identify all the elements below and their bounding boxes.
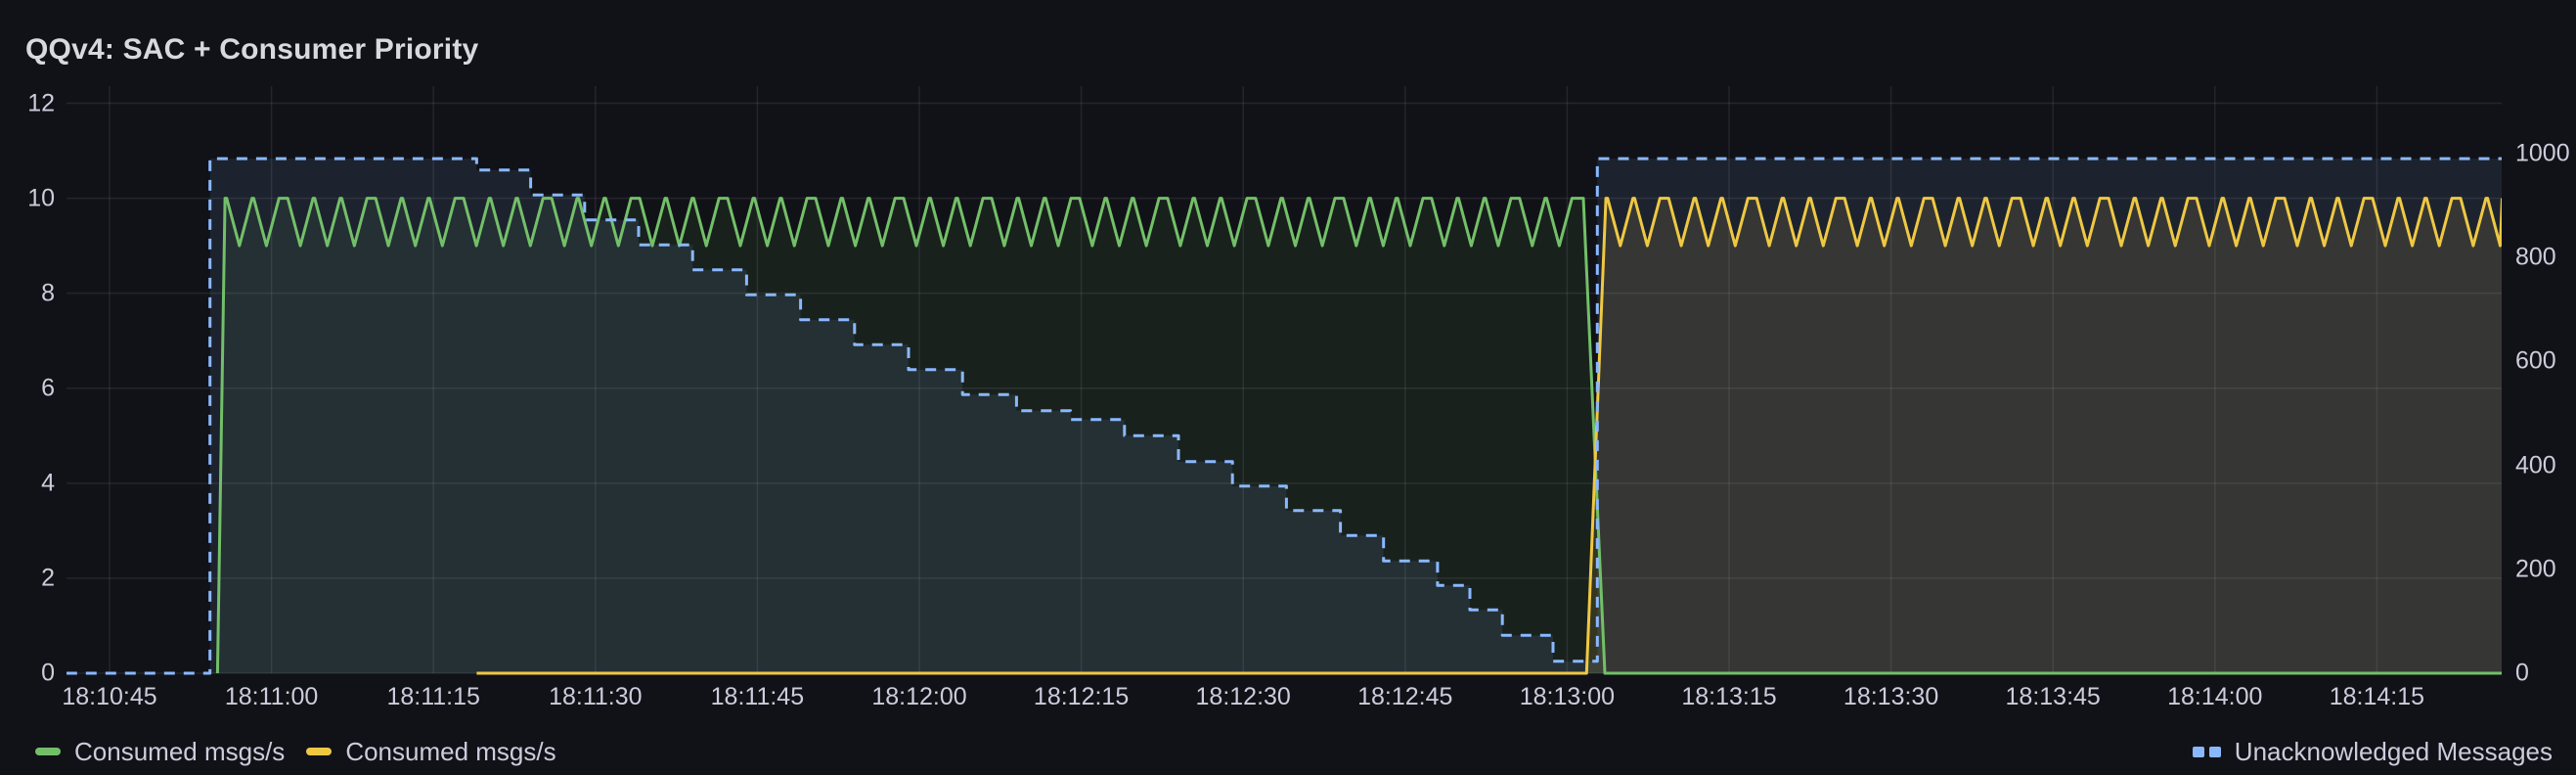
series-yellow-consumed-fill — [476, 198, 2502, 673]
y-right-tick-label: 1000 — [2515, 139, 2570, 167]
gridlines — [67, 86, 2502, 674]
legend-item-consumed-msgs-s[interactable]: Consumed msgs/s — [306, 737, 556, 766]
legend-item-label: Consumed msgs/s — [345, 737, 556, 766]
x-tick-label: 18:13:15 — [1681, 683, 1777, 710]
x-tick-label: 18:14:15 — [2329, 683, 2425, 710]
series-blue-unacked-fill — [67, 159, 2502, 673]
series-blue-unacked-line — [67, 157, 2502, 675]
y-left-tick-label: 4 — [41, 469, 55, 497]
legend-right-group: Unacknowledged Messages — [2192, 737, 2553, 766]
legend-dashed-swatch-icon — [2192, 746, 2221, 757]
series-fills — [67, 159, 2502, 673]
x-tick-label: 18:14:00 — [2167, 683, 2263, 710]
y-right-tick-label: 0 — [2515, 659, 2529, 687]
y-left-tick-label: 2 — [41, 564, 55, 592]
panel-title: QQv4: SAC + Consumer Priority — [25, 33, 479, 66]
y-left-tick-label: 10 — [27, 184, 55, 212]
y-left-tick-label: 8 — [41, 279, 55, 307]
x-tick-label: 18:10:45 — [62, 683, 157, 710]
series-green-consumed-line — [215, 197, 2502, 675]
y-left-tick-label: 0 — [41, 659, 55, 687]
x-tick-label: 18:11:30 — [549, 683, 643, 710]
x-tick-label: 18:12:15 — [1033, 683, 1130, 710]
x-tick-label: 18:11:15 — [386, 683, 480, 710]
x-tick-label: 18:11:00 — [224, 683, 319, 710]
legend-item-label: Unacknowledged Messages — [2234, 737, 2553, 766]
x-tick-label: 18:11:45 — [710, 683, 805, 710]
legend: Consumed msgs/s Consumed msgs/s Unacknowl… — [0, 732, 2576, 771]
legend-line-swatch-icon — [306, 748, 333, 755]
x-tick-label: 18:12:00 — [871, 683, 967, 710]
series-yellow-consumed-line — [476, 197, 2502, 675]
y-left-tick-label: 6 — [41, 374, 55, 402]
x-tick-label: 18:13:30 — [1843, 683, 1939, 710]
x-tick-label: 18:13:00 — [1519, 683, 1616, 710]
legend-line-swatch-icon — [35, 748, 61, 755]
x-tick-label: 18:13:45 — [2005, 683, 2101, 710]
series-green-consumed-fill — [217, 198, 2502, 673]
legend-item-unacknowledged-messages[interactable]: Unacknowledged Messages — [2192, 737, 2553, 766]
legend-item-label: Consumed msgs/s — [74, 737, 286, 766]
x-tick-label: 18:12:45 — [1357, 683, 1453, 710]
y-right-tick-label: 200 — [2515, 555, 2556, 583]
y-right-tick-label: 600 — [2515, 346, 2556, 375]
legend-left-group: Consumed msgs/s Consumed msgs/s — [35, 737, 556, 766]
x-tick-label: 18:12:30 — [1195, 683, 1291, 710]
series-lines — [67, 157, 2502, 675]
y-right-tick-label: 400 — [2515, 451, 2556, 479]
legend-item-consumed-msgs-s[interactable]: Consumed msgs/s — [35, 737, 285, 766]
y-left-tick-label: 12 — [27, 89, 55, 117]
y-right-tick-label: 800 — [2515, 243, 2556, 271]
plot-area[interactable] — [67, 86, 2502, 673]
